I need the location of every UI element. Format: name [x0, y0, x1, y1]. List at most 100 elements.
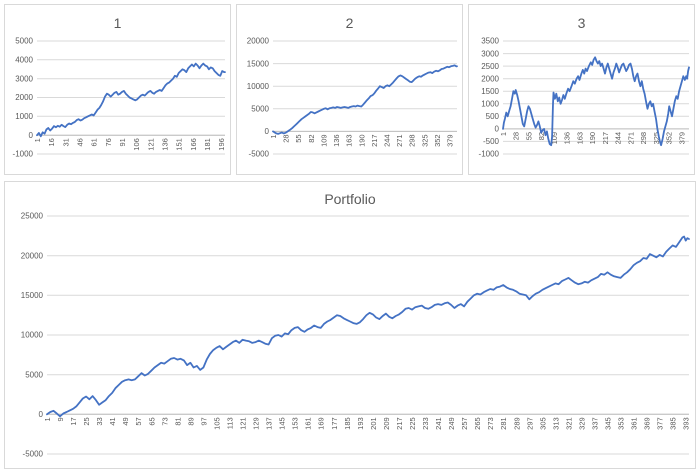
x-axis-tick-label: 379 — [677, 132, 686, 145]
x-axis-tick-label: 313 — [551, 417, 560, 430]
x-axis-tick-label: 271 — [395, 134, 404, 147]
x-axis-tick-label: 217 — [395, 417, 404, 430]
y-axis-tick-label: 15000 — [247, 59, 270, 68]
y-axis-tick-label: 1000 — [15, 112, 33, 121]
chart-panel-2[interactable]: 2 -5000 0 5000 10000 15000 20000 1 28 55 82 109 136… — [236, 4, 463, 175]
x-axis-tick-label: 225 — [408, 417, 417, 430]
y-axis-tick-label: -1000 — [479, 150, 500, 159]
x-axis-tick-label: 153 — [291, 417, 300, 430]
chart-2-plot-area[interactable]: -5000 0 5000 10000 15000 20000 1 28 55 82 109 136 16… — [237, 35, 462, 174]
series-line[interactable] — [46, 235, 690, 418]
y-axis-tick-label: 5000 — [15, 37, 33, 46]
x-axis-tick-label: 233 — [421, 417, 430, 430]
y-axis-tick-label: -5000 — [23, 450, 44, 459]
series-line[interactable] — [272, 64, 458, 135]
x-axis-tick-label: 55 — [525, 132, 534, 140]
series-line[interactable] — [36, 62, 226, 138]
y-axis-tick-label: 10000 — [247, 82, 270, 91]
x-axis-tick-label: 325 — [420, 134, 429, 147]
x-axis-tick-label: 297 — [525, 417, 534, 430]
chart-1-plot-area[interactable]: -1000 0 1000 2000 3000 4000 5000 1 16 31 46 61 76 91 1… — [5, 35, 230, 174]
x-axis-tick-label: 113 — [226, 417, 235, 429]
portfolio-chart-panel[interactable]: Portfolio -5000 0 5000 10000 15000 20000 25000… — [4, 181, 696, 469]
x-axis-tick-label: 185 — [343, 417, 352, 430]
x-axis-tick-label: 393 — [682, 417, 691, 430]
x-axis-tick-label: 17 — [69, 417, 78, 425]
chart-3-title: 3 — [577, 15, 586, 31]
x-axis-tick-label: 161 — [304, 417, 313, 430]
x-axis-tick-label: 163 — [345, 134, 354, 147]
y-axis-tick-label: -5000 — [249, 150, 270, 159]
x-axis-tick-label: 257 — [460, 417, 469, 430]
x-axis-tick-label: 352 — [665, 132, 674, 145]
x-axis-tick-label: 345 — [604, 417, 613, 430]
x-axis-tick-label: 121 — [146, 138, 155, 151]
x-axis-tick-label: 177 — [330, 417, 339, 430]
x-axis-tick-label: 305 — [538, 417, 547, 430]
x-axis-tick-label: 273 — [486, 417, 495, 430]
chart-2-title: 2 — [345, 15, 354, 31]
x-axis-tick-label: 193 — [356, 417, 365, 430]
portfolio-chart-title: Portfolio — [324, 191, 376, 207]
y-axis-tick-label: 15000 — [21, 291, 44, 300]
chart-3-plot-area[interactable]: -1000 -500 0 500 1000 1500 2000 2500 3000 3500 1 28… — [469, 35, 694, 174]
series-line[interactable] — [502, 56, 690, 147]
x-axis-tick-label: 169 — [317, 417, 326, 430]
x-axis-tick-label: 190 — [357, 134, 366, 147]
y-axis-tick-label: 20000 — [247, 37, 270, 46]
x-axis-tick-label: 61 — [90, 138, 99, 146]
y-axis-tick-label: 3000 — [481, 49, 499, 58]
x-axis-tick-label: 241 — [434, 417, 443, 430]
y-axis-tick-label: 0 — [29, 131, 34, 140]
x-axis-tick-label: 1 — [43, 417, 52, 421]
x-axis-tick-label: 361 — [630, 417, 639, 430]
x-axis-tick-label: 244 — [614, 132, 623, 145]
x-axis-tick-label: 121 — [239, 417, 248, 430]
x-axis-tick-label: 369 — [643, 417, 652, 430]
portfolio-plot-area[interactable]: -5000 0 5000 10000 15000 20000 25000 1 9 17 25 33 41… — [5, 210, 695, 468]
x-axis-tick-label: 16 — [47, 138, 56, 146]
x-axis-tick-label: 91 — [118, 138, 127, 146]
x-axis-tick-label: 109 — [550, 132, 559, 145]
x-axis-tick-label: 281 — [499, 417, 508, 430]
y-axis-tick-label: 3000 — [15, 74, 33, 83]
x-axis-tick-label: 217 — [601, 132, 610, 145]
x-axis-tick-label: 196 — [217, 138, 226, 151]
x-axis-tick-label: 105 — [213, 417, 222, 430]
x-axis-tick-label: 181 — [203, 138, 212, 151]
x-axis-tick-label: 353 — [617, 417, 626, 430]
x-axis-tick-label: 76 — [104, 138, 113, 146]
x-axis-tick-label: 379 — [446, 134, 455, 147]
x-axis-tick-label: 289 — [512, 417, 521, 430]
chart-panel-1[interactable]: 1 -1000 0 1000 2000 3000 4000 5000 1 16 31 46 61 76 9… — [4, 4, 231, 175]
chart-panel-3[interactable]: 3 -1000 -500 0 500 1000 1500 2000 2500 3000 3500 1… — [468, 4, 695, 175]
x-axis-tick-label: 298 — [639, 132, 648, 145]
y-axis-tick-label: 0 — [39, 410, 44, 419]
x-axis-tick-label: 265 — [473, 417, 482, 430]
y-axis-tick-label: 10000 — [21, 331, 44, 340]
x-axis-tick-label: 57 — [134, 417, 143, 425]
x-axis-tick-label: 329 — [578, 417, 587, 430]
x-axis-tick-label: 271 — [627, 132, 636, 145]
x-axis-tick-label: 55 — [294, 134, 303, 142]
x-axis-tick-label: 28 — [282, 134, 291, 142]
y-axis-tick-label: 1500 — [481, 87, 499, 96]
y-axis-tick-label: 4000 — [15, 56, 33, 65]
x-axis-tick-label: 325 — [652, 132, 661, 145]
x-axis-tick-label: 9 — [56, 417, 65, 421]
y-axis-tick-label: 3500 — [481, 37, 499, 46]
y-axis-tick-label: -500 — [483, 137, 500, 146]
chart-1-title: 1 — [113, 15, 122, 31]
x-axis-tick-label: 137 — [265, 417, 274, 430]
x-axis-tick-label: 244 — [383, 134, 392, 147]
y-axis-tick-label: 5000 — [251, 105, 269, 114]
x-axis-tick-label: 81 — [173, 417, 182, 425]
x-axis-tick-label: 209 — [382, 417, 391, 430]
x-axis-tick-label: 46 — [76, 138, 85, 146]
x-axis-tick-label: 1 — [499, 132, 508, 136]
small-charts-row: 1 -1000 0 1000 2000 3000 4000 5000 1 16 31 46 61 76 9… — [4, 4, 696, 175]
y-axis-tick-label: 25000 — [21, 212, 44, 221]
x-axis-tick-label: 201 — [369, 417, 378, 430]
x-axis-tick-label: 82 — [307, 134, 316, 142]
